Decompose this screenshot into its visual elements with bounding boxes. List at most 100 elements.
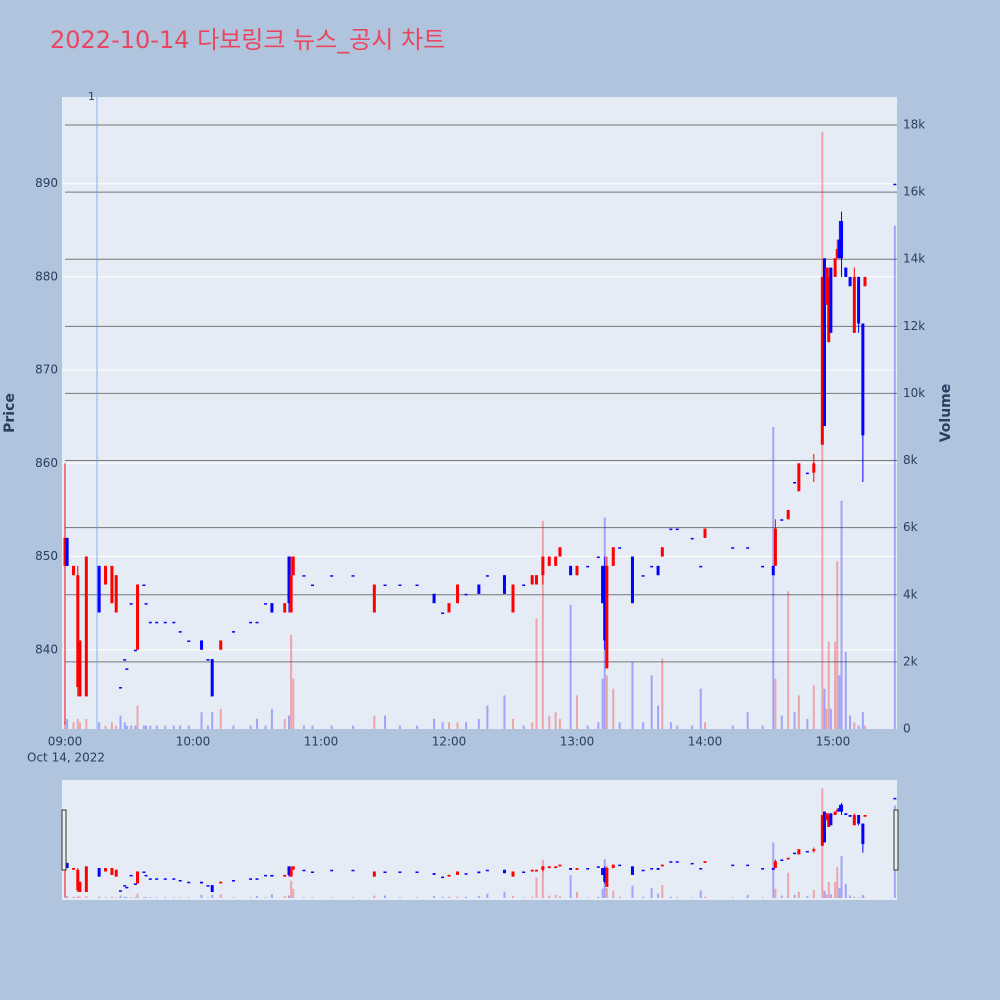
candle-body — [837, 239, 841, 259]
volume-bar — [823, 890, 826, 898]
volume-bar — [849, 715, 852, 729]
volume-bar — [535, 877, 538, 898]
candle-body — [852, 276, 856, 333]
candle-body — [825, 813, 829, 821]
volume-bar — [829, 708, 832, 729]
volume-bar — [292, 888, 295, 898]
candle-body — [249, 621, 253, 624]
candle-body — [812, 849, 816, 851]
candle-body — [857, 276, 861, 324]
volume-bar — [66, 718, 69, 729]
y2-tick-label: 4k — [903, 587, 918, 601]
candle-body — [219, 881, 223, 884]
volume-bar — [853, 896, 856, 898]
candle-body — [485, 869, 489, 872]
volume-bar — [618, 896, 621, 898]
candle-body — [84, 556, 88, 697]
x-tick-label: 10:00 — [176, 735, 211, 749]
candle-body — [464, 873, 468, 875]
volume-bar — [145, 897, 148, 898]
candle-body — [605, 565, 609, 669]
candle-body — [746, 547, 750, 549]
rangeslider[interactable] — [62, 780, 897, 900]
volume-bar — [149, 725, 152, 729]
candle-body — [210, 659, 214, 697]
volume-bar — [522, 897, 525, 898]
rangeslider-handle[interactable] — [61, 809, 67, 871]
candle-body — [820, 276, 824, 445]
candle-body — [104, 565, 108, 585]
volume-bar — [650, 888, 653, 898]
candle-body — [848, 276, 852, 287]
volume-bar — [893, 225, 896, 730]
volume-bar — [264, 725, 267, 729]
candle-body — [603, 565, 607, 641]
candle-body — [586, 565, 590, 568]
volume-bar — [433, 896, 436, 898]
candle-body — [502, 869, 506, 874]
volume-bar — [219, 708, 222, 729]
volume-bar — [840, 856, 843, 898]
candle-body — [773, 861, 777, 869]
volume-bar — [110, 896, 113, 898]
volume-bar — [512, 896, 514, 898]
rangeslider-handle[interactable] — [893, 809, 899, 871]
volume-bar — [657, 705, 660, 729]
candle-body — [829, 267, 833, 333]
candle-body — [136, 871, 140, 884]
candle-body — [605, 868, 609, 887]
candle-body — [255, 621, 259, 624]
volume-bar — [130, 897, 133, 898]
candle-body — [690, 537, 694, 540]
volume-bar — [797, 695, 800, 729]
volume-bar — [219, 894, 222, 898]
volume-bar — [448, 722, 450, 729]
candle-body — [771, 868, 775, 870]
candle-body — [761, 868, 765, 870]
volume-bar — [288, 895, 290, 898]
volume-bar — [836, 561, 839, 729]
volume-bar — [249, 725, 252, 729]
candle-body — [554, 866, 558, 869]
volume-bar — [172, 897, 175, 898]
y-axis-title: Price — [2, 393, 18, 433]
volume-bar — [541, 520, 544, 729]
volume-bar — [145, 725, 148, 729]
volume-bar — [311, 897, 314, 898]
x-tick-label: 09:00 — [48, 735, 83, 749]
volume-bar — [123, 722, 126, 729]
volume-bar — [123, 896, 126, 898]
volume-bar — [416, 725, 418, 729]
volume-bar — [787, 872, 790, 898]
volume-bar — [601, 678, 604, 729]
volume-bar — [691, 897, 694, 898]
candle-body — [541, 866, 545, 870]
volume-bar — [130, 725, 133, 729]
candle-body — [78, 881, 82, 893]
y2-tick-label: 12k — [903, 319, 925, 333]
candle-body — [569, 565, 573, 576]
volume-bar — [731, 725, 734, 729]
volume-bar — [597, 722, 600, 729]
candle-body — [133, 883, 137, 885]
candle-body — [72, 868, 76, 870]
volume-bar — [433, 718, 436, 729]
candle-body — [123, 885, 127, 887]
candle-body — [656, 868, 660, 870]
candle-body — [187, 640, 191, 642]
volume-bar — [330, 725, 333, 729]
candle-body — [731, 547, 735, 549]
volume-bar — [456, 722, 459, 729]
candle-body — [97, 868, 101, 877]
volume-bar — [448, 896, 450, 898]
y-tick-label: 840 — [35, 642, 58, 656]
volume-bar — [283, 718, 286, 729]
candle-body — [289, 869, 293, 877]
volume-bar — [512, 718, 514, 729]
volume-bar — [864, 725, 866, 729]
candle-body — [786, 509, 790, 520]
candle-body — [558, 547, 562, 557]
volume-bar — [142, 897, 145, 898]
candle-body — [650, 565, 654, 568]
volume-bar — [456, 896, 459, 898]
